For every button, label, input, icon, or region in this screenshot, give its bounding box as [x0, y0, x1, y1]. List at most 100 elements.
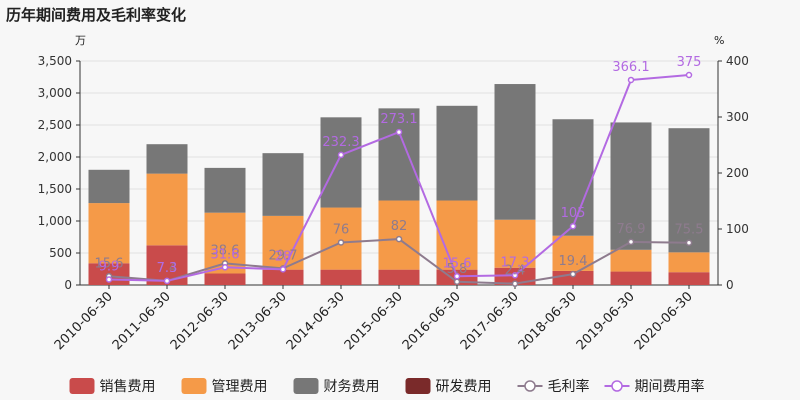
x-axis-tick-label: 2016-06-30 [400, 289, 464, 353]
bar-segment [378, 108, 420, 201]
x-axis-tick-label: 2020-06-30 [632, 289, 696, 353]
legend-swatch [293, 378, 319, 394]
legend-swatch [405, 378, 431, 394]
bar-segment [204, 167, 246, 213]
line-point [511, 272, 519, 279]
data-label: 31.6 [211, 247, 240, 262]
legend-label: 毛利率 [548, 378, 590, 395]
line-point [627, 238, 635, 246]
left-axis-tick-label: 3,500 [38, 54, 72, 68]
data-label: 105 [561, 206, 586, 221]
right-axis-tick-label: 300 [726, 110, 749, 124]
data-label: 232.3 [322, 135, 359, 150]
bar-segment [378, 269, 420, 285]
line-point [395, 128, 403, 136]
right-axis-unit: % [714, 34, 724, 47]
line-point [627, 76, 635, 84]
left-axis-tick-label: 0 [64, 278, 72, 292]
x-axis-tick-label: 2013-06-30 [226, 289, 290, 353]
line-point [511, 280, 519, 287]
line-point [221, 264, 229, 271]
line-point [569, 270, 577, 278]
legend-label: 研发费用 [436, 379, 492, 395]
bar-segment [146, 144, 188, 174]
x-axis-tick-label: 2010-06-30 [52, 289, 116, 353]
left-axis-unit: 万 [75, 34, 86, 47]
data-label: 15.6 [443, 256, 472, 271]
data-label: 7.3 [157, 261, 178, 276]
left-axis-tick-label: 500 [49, 246, 72, 260]
legend-label: 期间费用率 [635, 378, 705, 395]
data-label: 38.6 [211, 243, 240, 258]
right-axis-tick-label: 100 [726, 222, 749, 236]
bar-segment [262, 153, 304, 216]
x-axis-tick-label: 2012-06-30 [168, 289, 232, 353]
x-axis-tick-label: 2019-06-30 [574, 289, 638, 353]
bars [88, 84, 710, 285]
bar-segment [320, 269, 362, 285]
bar-segment [668, 272, 710, 285]
data-label: 366.1 [612, 60, 649, 75]
data-label: 75.5 [675, 223, 704, 238]
line-point [685, 71, 693, 79]
left-axis-tick-label: 1,500 [38, 182, 72, 196]
x-axis-tick-label: 2018-06-30 [516, 289, 580, 353]
bar-segment [88, 169, 130, 204]
data-label: 375 [677, 55, 702, 70]
line-point [569, 222, 577, 230]
legend-label: 财务费用 [324, 379, 380, 395]
bar-segment [552, 119, 594, 236]
x-axis-tick-label: 2017-06-30 [458, 289, 522, 353]
data-label: 28 [275, 249, 292, 264]
line-point [163, 277, 171, 285]
x-axis-tick-label: 2015-06-30 [342, 289, 406, 353]
left-axis-tick-label: 2,000 [38, 150, 72, 164]
lines [105, 71, 693, 287]
x-axis-tick-label: 2014-06-30 [284, 289, 348, 353]
line-point [453, 278, 461, 286]
bar-segment [320, 207, 362, 270]
bar-segment [436, 200, 478, 270]
line-point [279, 266, 287, 273]
legend-swatch [69, 378, 95, 394]
left-axis-tick-label: 3,000 [38, 86, 72, 100]
bar-segment [668, 128, 710, 253]
right-axis-tick-label: 0 [726, 278, 734, 292]
data-label: 273.1 [380, 112, 417, 127]
bar-segment [552, 235, 594, 271]
left-axis-tick-label: 2,500 [38, 118, 72, 132]
line-point [337, 151, 345, 159]
data-labels: 15.6 7.4 38.6 29.7 76 82 5.8 2.4 19.4 76.9 75.5 9.9… [95, 55, 704, 279]
line-point [337, 239, 345, 246]
bar-segment [494, 84, 536, 220]
legend-marker [611, 380, 623, 392]
data-label: 82 [391, 219, 408, 234]
line-point [105, 276, 113, 283]
legend-marker [524, 380, 536, 392]
bar-segment [494, 219, 536, 268]
bar-segment [262, 269, 304, 285]
left-axis-tick-label: 1,000 [38, 214, 72, 228]
bar-segment [668, 252, 710, 273]
bar-segment [320, 117, 362, 208]
bar-segment [610, 271, 652, 285]
chart-title: 历年期间费用及毛利率变化 [6, 6, 186, 24]
data-label: 76.9 [617, 222, 646, 237]
data-label: 17.3 [501, 255, 530, 270]
legend-label: 销售费用 [100, 379, 156, 395]
bar-segment [436, 105, 478, 201]
line-point [685, 239, 693, 246]
data-label: 5.8 [447, 262, 468, 277]
data-label: 29.7 [269, 248, 298, 263]
bar-segment [378, 200, 420, 270]
bar-segment [610, 249, 652, 272]
data-label: 76 [333, 222, 350, 237]
legend-swatch [181, 378, 207, 394]
line-point [453, 273, 461, 280]
bar-segment [610, 122, 652, 250]
bar-segment [204, 273, 246, 285]
data-label: 19.4 [559, 254, 588, 269]
data-label: 15.6 [95, 256, 124, 271]
